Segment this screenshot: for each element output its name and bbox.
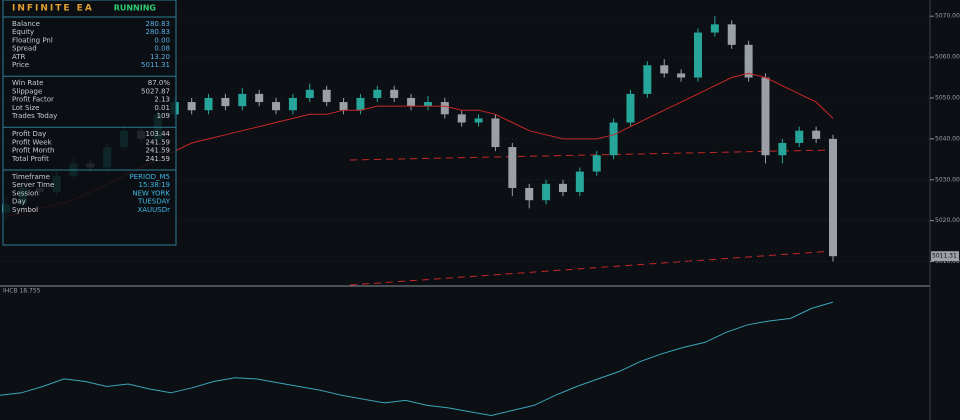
y-tick-label: 5020.00 [935,217,960,224]
candle-body [440,102,449,115]
y-tick-label: 5050.00 [935,94,960,101]
y-tick-label: 5030.00 [935,176,960,183]
candle-body [744,44,753,78]
panel-label: Session [12,189,39,197]
panel-label: Timeframe [11,173,50,181]
y-tick-label: 5040.00 [935,135,960,142]
candle-body [693,32,702,78]
panel-value: 2.13 [154,96,170,104]
price-tag-label: 5011.31 [932,253,957,260]
panel-value: 241.59 [146,155,171,163]
candle-body [508,147,517,188]
candle-body [322,89,331,103]
candle-body [288,97,297,111]
panel-value: 87.0% [148,79,171,87]
panel-label: Slippage [12,87,42,95]
candle-body [795,130,804,143]
panel-value: 103.44 [146,130,171,138]
level-line [349,149,834,161]
panel-value: TUESDAY [137,198,171,206]
candle-body [609,122,618,156]
panel-label: Equity [12,28,34,36]
panel-label: Profit Factor [12,96,54,104]
candle-body [373,89,382,98]
candle-body [204,97,213,111]
candle-body [491,118,500,148]
panel-value: 241.59 [146,147,171,155]
panel-label: Server Time [12,181,54,189]
candle-body [305,89,314,98]
panel-label: Day [12,198,26,206]
candle-body [474,118,483,123]
candle-body [407,97,416,107]
panel-label: Symbol [12,206,38,214]
panel-value: 0.00 [154,36,170,44]
panel-label: Profit Month [12,147,54,155]
candle-body [238,93,247,107]
panel-title: INFINITE EA [12,4,94,14]
candle-body [575,171,584,193]
panel-value: 13.20 [150,53,170,61]
candle-body [525,187,534,201]
panel-label: Total Profit [11,155,49,163]
panel-value: 109 [157,112,170,120]
panel-label: Balance [12,20,40,28]
y-tick-label: 5060.00 [935,54,960,61]
y-tick-label: 5010.00 [935,258,960,265]
y-tick-label: 5070.00 [935,13,960,20]
panel-value: 280.83 [146,28,171,36]
panel-value: XAUUSDr [137,206,170,214]
candle-body [643,65,652,94]
candle-body [457,114,466,123]
panel-value: 0.08 [154,45,170,53]
panel-label: Trades Today [11,112,57,120]
oscillator-line [0,301,834,417]
candle-body [660,65,669,74]
panel-value: NEW YORK [132,189,170,197]
candle-body [390,89,399,98]
panel-label: Spread [12,45,37,53]
panel-value: 15:38:19 [139,181,170,189]
info-panel [2,0,177,246]
panel-label: Profit Week [12,138,53,146]
candle-body [187,102,196,111]
candle-body [778,142,787,156]
candle-body [761,77,770,156]
candle-body [423,102,432,107]
trend-line [349,250,834,286]
candle-body [356,97,365,111]
candle-body [626,93,635,123]
candle-body [592,155,601,172]
candle-body [829,138,837,257]
price-tag [931,251,959,262]
candle-body [255,93,264,103]
panel-label: Win Rate [12,79,43,87]
candle-body [727,24,736,45]
panel-label: Price [12,61,29,69]
candle-body [812,130,821,139]
panel-value: 5011.31 [141,61,170,69]
candle-body [710,24,719,33]
panel-label: Lot Size [12,104,39,112]
oscillator-label: IHCB 18.755 [3,288,41,295]
panel-value: PERIOD_M5 [130,173,170,181]
candle-body [558,183,567,193]
panel-label: Profit Day [12,130,46,138]
panel-value: 280.83 [146,20,171,28]
candle-body [272,102,281,111]
panel-label: ATR [12,53,26,61]
candle-body [542,183,551,201]
panel-value: 5027.87 [141,87,170,95]
candle-body [221,97,230,107]
panel-value: 241.59 [146,138,171,146]
panel-status: RUNNING [114,4,156,13]
candle-body [339,102,348,111]
candle-body [677,73,686,78]
panel-value: 0.01 [154,104,170,112]
panel-label: Floating Pnl [12,36,53,44]
